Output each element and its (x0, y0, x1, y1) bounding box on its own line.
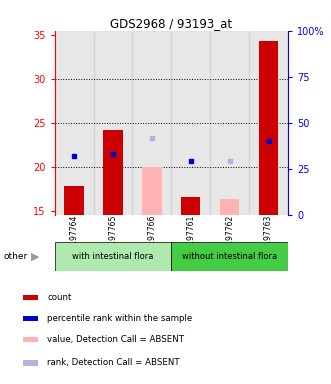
Bar (55, 242, 171, 271)
Bar (64, 186, 84, 215)
Text: other: other (3, 252, 27, 261)
Title: GDS2968 / 93193_at: GDS2968 / 93193_at (110, 17, 232, 30)
Text: count: count (47, 293, 72, 302)
Bar (23, 316, 38, 321)
Text: with intestinal flora: with intestinal flora (72, 252, 154, 261)
Text: percentile rank within the sample: percentile rank within the sample (47, 314, 193, 323)
Bar (132, 31, 171, 215)
Bar (210, 31, 249, 215)
Bar (220, 199, 239, 215)
Text: ▶: ▶ (31, 251, 40, 262)
Bar (249, 31, 288, 215)
Bar (171, 242, 288, 271)
Bar (23, 295, 38, 300)
Bar (23, 360, 38, 366)
Bar (259, 41, 278, 215)
Text: value, Detection Call = ABSENT: value, Detection Call = ABSENT (47, 335, 184, 344)
Text: without intestinal flora: without intestinal flora (182, 252, 277, 261)
Text: rank, Detection Call = ABSENT: rank, Detection Call = ABSENT (47, 358, 180, 367)
Bar (23, 337, 38, 343)
Bar (93, 31, 132, 215)
Bar (103, 130, 123, 215)
Bar (55, 31, 93, 215)
Bar (181, 197, 201, 215)
Bar (142, 167, 162, 215)
Bar (171, 31, 210, 215)
